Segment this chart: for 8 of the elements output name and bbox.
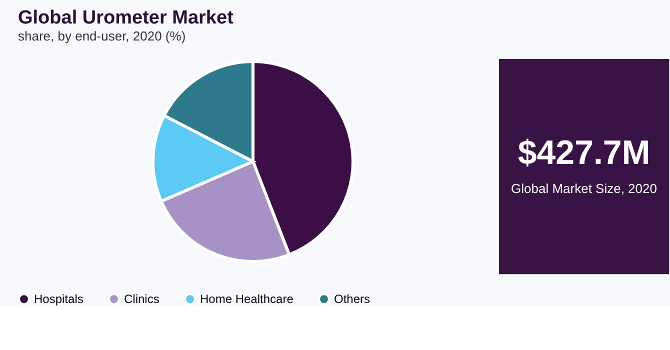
legend-label: Home Healthcare bbox=[200, 292, 294, 306]
chart-subtitle: share, by end-user, 2020 (%) bbox=[18, 28, 186, 44]
legend-label: Clinics bbox=[124, 292, 160, 306]
legend-label: Others bbox=[334, 292, 370, 306]
legend-label: Hospitals bbox=[34, 292, 84, 306]
chart-title: Global Urometer Market bbox=[18, 8, 234, 28]
text: Global Market Size, 2020 bbox=[511, 181, 657, 196]
text: $427.7M bbox=[518, 134, 650, 172]
